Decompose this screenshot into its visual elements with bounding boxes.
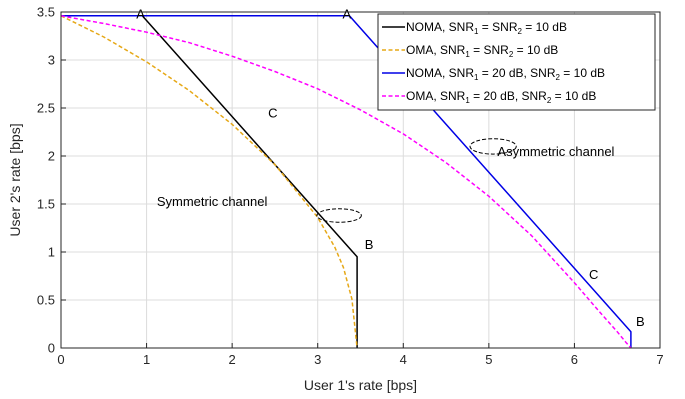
x-tick-label: 4: [400, 352, 407, 367]
legend-text-part: = SNR: [470, 43, 509, 57]
annotation-label: A: [136, 7, 145, 22]
x-tick-label: 6: [571, 352, 578, 367]
legend-text-part: = 10 dB: [513, 43, 558, 57]
annotation-label: Symmetric channel: [157, 194, 268, 209]
annotation-label: Asymmetric channel: [497, 144, 614, 159]
x-tick-label: 2: [229, 352, 236, 367]
legend-subscript: 1: [465, 50, 470, 59]
series-layer: [60, 15, 632, 349]
legend-subscript: 1: [465, 96, 470, 105]
legend-subscript: 2: [509, 50, 514, 59]
channel-ellipse: [316, 208, 362, 223]
annotation-label: B: [636, 314, 645, 329]
channel-ellipse: [469, 138, 517, 155]
y-tick-label: 2: [48, 149, 55, 164]
series-line-1: [61, 15, 358, 348]
legend-text-part: NOMA, SNR: [406, 66, 474, 80]
legend-text-part: NOMA, SNR: [406, 20, 474, 34]
x-tick-label: 7: [656, 352, 663, 367]
y-tick-label: 0.5: [37, 293, 55, 308]
y-tick-label: 1: [48, 245, 55, 260]
annotation-label: A: [343, 7, 352, 22]
legend-text-part: OMA, SNR: [406, 89, 466, 103]
x-tick-label: 1: [143, 352, 150, 367]
x-tick-label: 3: [314, 352, 321, 367]
y-tick-label: 2.5: [37, 101, 55, 116]
legend-entry: NOMA, SNR1 = SNR2 = 10 dB: [406, 20, 567, 36]
series-line-3: [61, 15, 632, 348]
legend-text-part: = 20 dB, SNR: [470, 89, 547, 103]
annotations: A C B A C B Symmetric channel Asymmetric channe…: [136, 7, 644, 329]
legend-text-part: OMA, SNR: [406, 43, 466, 57]
x-tick-label: 0: [57, 352, 64, 367]
y-tick-label: 3.5: [37, 5, 55, 20]
legend-text-part: = 10 dB: [560, 66, 605, 80]
y-tick-label: 1.5: [37, 197, 55, 212]
y-tick-label: 0: [48, 341, 55, 356]
annotation-label: C: [589, 267, 598, 282]
legend-subscript: 1: [474, 27, 479, 36]
legend-subscript: 2: [517, 27, 522, 36]
series-line-2: [60, 15, 358, 349]
legend-text-part: = 10 dB: [551, 89, 596, 103]
legend-text-part: = SNR: [478, 20, 517, 34]
legend-subscript: 2: [556, 73, 561, 82]
x-tick-label: 5: [485, 352, 492, 367]
legend-box: [377, 13, 656, 111]
ticks: 0 1 2 3 4 5 6 7 0 0.5 1 1.5 2 2.5 3 3.5: [37, 5, 664, 368]
annotation-label: B: [365, 237, 374, 252]
series-line-4: [60, 15, 632, 349]
y-tick-label: 3: [48, 53, 55, 68]
annotation-label: C: [268, 106, 277, 121]
y-axis-label: User 2's rate [bps]: [7, 123, 23, 236]
legend-subscript: 2: [547, 96, 552, 105]
plot-frame: [60, 11, 661, 349]
legend-entry: OMA, SNR1 = 20 dB, SNR2 = 10 dB: [406, 89, 596, 105]
x-axis-label: User 1's rate [bps]: [304, 377, 417, 393]
legend-subscript: 1: [474, 73, 479, 82]
legend-text-part: = 20 dB, SNR: [478, 66, 555, 80]
legend-entry: NOMA, SNR1 = 20 dB, SNR2 = 10 dB: [406, 66, 605, 82]
legend-entry: OMA, SNR1 = SNR2 = 10 dB: [406, 43, 558, 59]
legend-text-part: = 10 dB: [522, 20, 567, 34]
